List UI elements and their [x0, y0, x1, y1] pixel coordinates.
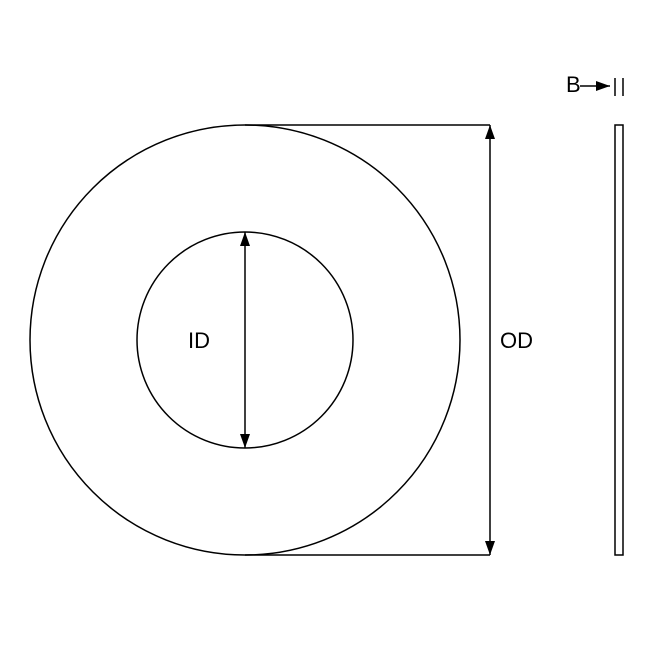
id-arrowhead-top	[240, 232, 250, 246]
id-dimension: ID	[188, 232, 250, 448]
id-label: ID	[188, 328, 210, 353]
b-dimension: B	[566, 72, 623, 97]
side-view-rect	[615, 125, 623, 555]
b-label: B	[566, 72, 581, 97]
washer-side-view	[615, 125, 623, 555]
washer-diagram: OD ID B	[0, 0, 670, 670]
od-arrowhead-bottom	[485, 541, 495, 555]
id-arrowhead-bottom	[240, 434, 250, 448]
od-dimension: OD	[245, 125, 533, 555]
od-label: OD	[500, 328, 533, 353]
od-arrowhead-top	[485, 125, 495, 139]
b-arrowhead	[596, 81, 610, 91]
